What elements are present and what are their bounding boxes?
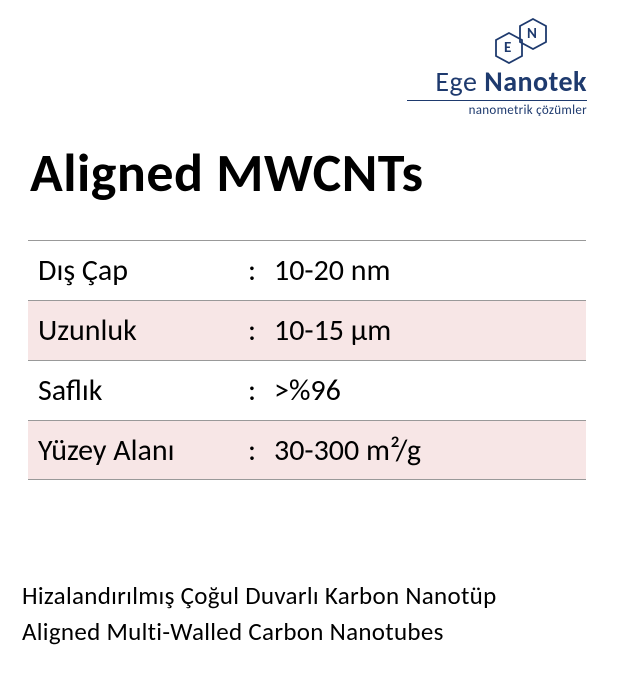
spec-colon: :: [248, 432, 274, 469]
footer-line-en: Aligned Multi-Walled Carbon Nanotubes: [22, 614, 595, 650]
spec-colon: :: [248, 312, 274, 349]
spec-table: Dış Çap : 10-20 nm Uzunluk : 10-15 µm Sa…: [28, 240, 586, 480]
spec-colon: :: [248, 372, 274, 409]
logo-brand-ege: Ege: [435, 64, 477, 99]
spec-label: Saflık: [38, 372, 248, 409]
spec-value: 10-20 nm: [274, 252, 586, 289]
spec-label: Yüzey Alanı: [38, 432, 248, 469]
logo-tagline: nanometrik çözümler: [407, 103, 587, 118]
logo-hex-letter-e: E: [504, 39, 511, 57]
spec-value: >%96: [274, 372, 586, 409]
footer-block: Hizalandırılmış Çoğul Duvarlı Karbon Nan…: [22, 578, 595, 651]
table-row: Uzunluk : 10-15 µm: [28, 300, 586, 360]
logo-brand-nanotek: Nanotek: [484, 64, 587, 99]
spec-label: Uzunluk: [38, 312, 248, 349]
page-title: Aligned MWCNTs: [30, 140, 424, 206]
spec-colon: :: [248, 252, 274, 289]
footer-line-tr: Hizalandırılmış Çoğul Duvarlı Karbon Nan…: [22, 578, 595, 614]
table-row: Saflık : >%96: [28, 360, 586, 420]
spec-value: 30-300 m²/g: [274, 432, 586, 469]
logo-hex-letter-n: N: [527, 25, 537, 43]
brand-logo: E N Ege Nanotek nanometrik çözümler: [377, 18, 587, 118]
logo-brand-text: Ege Nanotek: [377, 68, 587, 96]
spec-label: Dış Çap: [38, 252, 248, 289]
spec-value: 10-15 µm: [274, 312, 586, 349]
table-row: Yüzey Alanı : 30-300 m²/g: [28, 420, 586, 480]
logo-hex-icon: E N: [495, 18, 555, 66]
table-row: Dış Çap : 10-20 nm: [28, 240, 586, 300]
